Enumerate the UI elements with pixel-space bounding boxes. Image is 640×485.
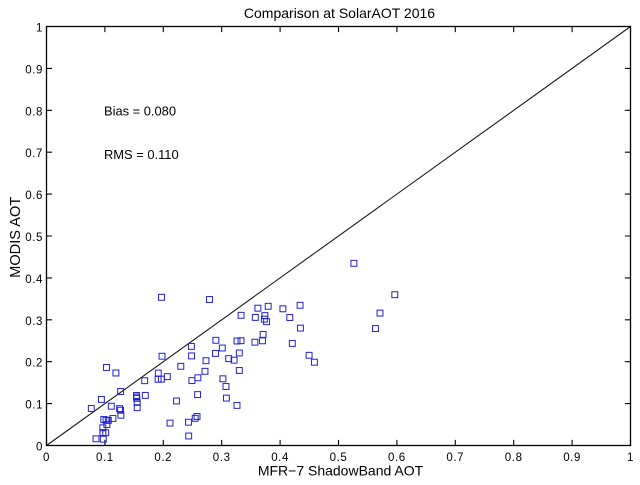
svg-text:MODIS AOT: MODIS AOT [8, 197, 24, 278]
svg-text:0.3: 0.3 [25, 316, 43, 328]
svg-text:0.9: 0.9 [25, 64, 43, 76]
svg-text:0.4: 0.4 [25, 274, 43, 286]
svg-text:0.7: 0.7 [446, 452, 464, 464]
svg-text:0.7: 0.7 [25, 148, 43, 160]
svg-text:Bias = 0.080: Bias = 0.080 [104, 104, 176, 119]
svg-text:0.9: 0.9 [563, 452, 581, 464]
svg-text:0.6: 0.6 [388, 452, 406, 464]
svg-text:1: 1 [36, 23, 43, 35]
svg-text:MFR−7 ShadowBand AOT: MFR−7 ShadowBand AOT [258, 463, 424, 479]
svg-text:0: 0 [43, 452, 50, 464]
svg-text:0.8: 0.8 [505, 452, 523, 464]
svg-text:0.4: 0.4 [271, 452, 289, 464]
svg-text:0.2: 0.2 [154, 452, 172, 464]
svg-text:Comparison at SolarAOT 2016: Comparison at SolarAOT 2016 [244, 5, 435, 21]
svg-text:0.3: 0.3 [213, 452, 231, 464]
svg-text:0.5: 0.5 [330, 452, 348, 464]
svg-text:1: 1 [627, 452, 634, 464]
svg-text:0.2: 0.2 [25, 358, 43, 370]
svg-text:0.8: 0.8 [25, 106, 43, 118]
svg-text:0.6: 0.6 [25, 190, 43, 202]
svg-text:0.1: 0.1 [96, 452, 114, 464]
svg-text:0: 0 [36, 442, 43, 454]
svg-text:0.5: 0.5 [25, 232, 43, 244]
svg-text:0.1: 0.1 [25, 400, 43, 412]
svg-text:RMS = 0.110: RMS = 0.110 [104, 147, 179, 162]
